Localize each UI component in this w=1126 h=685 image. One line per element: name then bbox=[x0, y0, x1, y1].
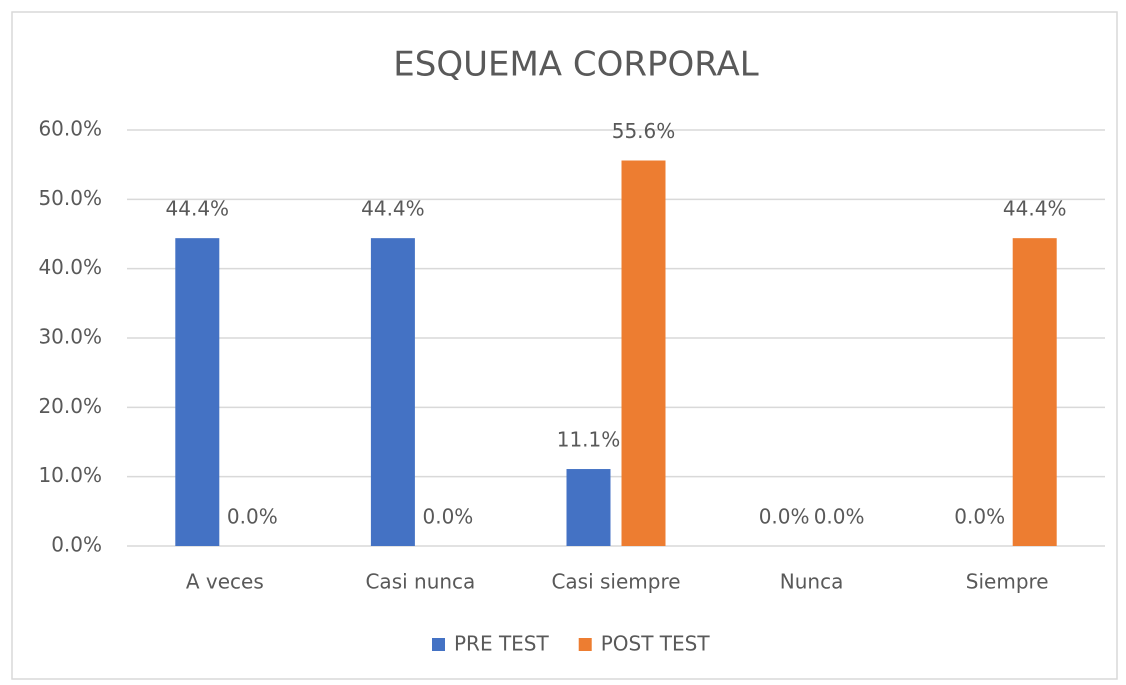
y-tick-label: 40.0% bbox=[38, 255, 102, 279]
data-label: 0.0% bbox=[814, 505, 865, 529]
bar bbox=[370, 238, 415, 546]
chart-title: ESQUEMA CORPORAL bbox=[393, 45, 758, 85]
bar bbox=[566, 469, 611, 546]
legend-swatch bbox=[578, 638, 592, 651]
legend-label: PRE TEST bbox=[454, 632, 550, 656]
data-label: 0.0% bbox=[422, 505, 473, 529]
y-tick-label: 10.0% bbox=[38, 463, 102, 487]
y-tick-label: 30.0% bbox=[38, 325, 102, 349]
legend-label: POST TEST bbox=[601, 632, 711, 656]
x-tick-label: A veces bbox=[186, 570, 264, 594]
data-label: 0.0% bbox=[954, 505, 1005, 529]
y-tick-label: 0.0% bbox=[51, 533, 102, 557]
bar bbox=[1012, 238, 1057, 546]
bar bbox=[621, 160, 666, 547]
y-tick-label: 20.0% bbox=[38, 394, 102, 418]
x-tick-label: Nunca bbox=[780, 570, 844, 594]
x-tick-label: Casi siempre bbox=[551, 570, 680, 594]
data-label: 44.4% bbox=[361, 197, 425, 221]
bar bbox=[175, 238, 220, 546]
data-label: 0.0% bbox=[759, 505, 810, 529]
data-label: 11.1% bbox=[557, 428, 621, 452]
y-tick-label: 60.0% bbox=[38, 117, 102, 141]
data-label: 0.0% bbox=[227, 505, 278, 529]
legend-swatch bbox=[432, 638, 445, 651]
data-label: 44.4% bbox=[166, 197, 230, 221]
x-tick-label: Siempre bbox=[966, 570, 1049, 594]
x-tick-label: Casi nunca bbox=[365, 570, 475, 594]
data-label: 44.4% bbox=[1003, 197, 1067, 221]
data-label: 55.6% bbox=[612, 119, 676, 143]
y-tick-label: 50.0% bbox=[38, 186, 102, 210]
